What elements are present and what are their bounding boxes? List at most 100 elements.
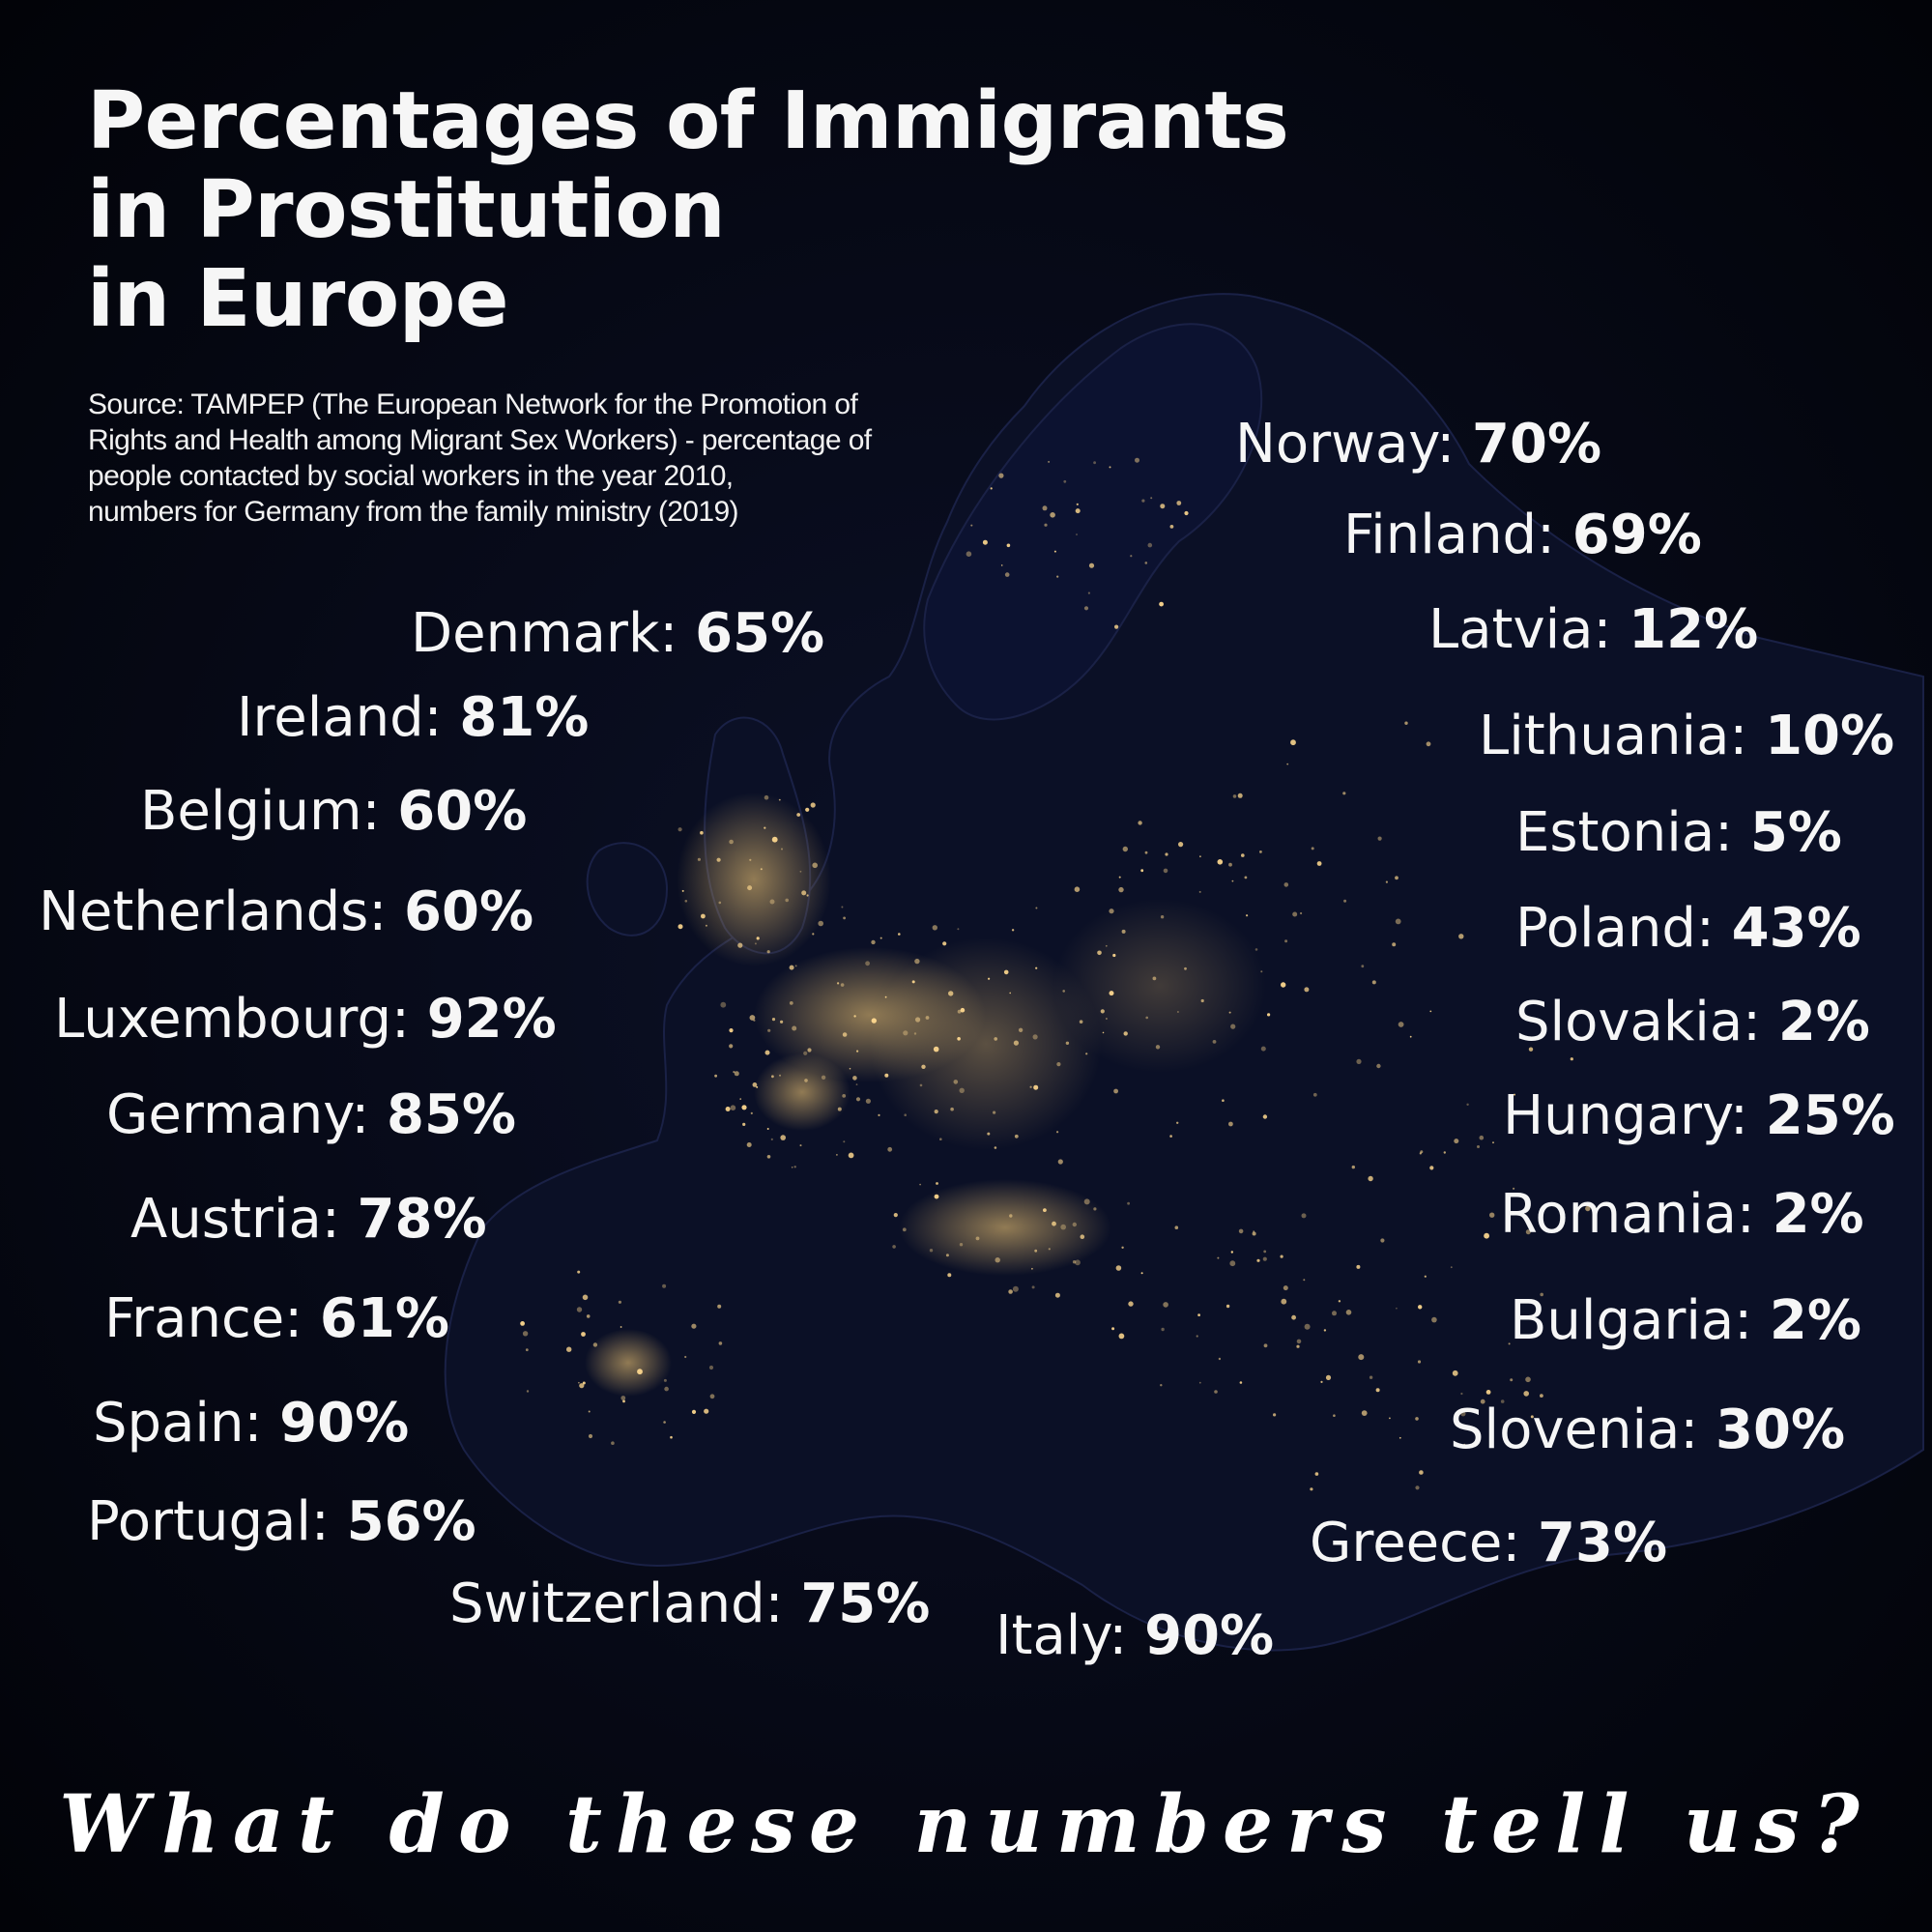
city-light-dot bbox=[1479, 1135, 1485, 1140]
city-light-dot bbox=[1198, 890, 1201, 893]
city-light-dot bbox=[1540, 1292, 1543, 1297]
city-light-dot bbox=[1385, 880, 1388, 883]
country-name: Belgium: bbox=[140, 780, 381, 843]
city-light-dot bbox=[1424, 1275, 1427, 1278]
city-light-dot bbox=[620, 1326, 622, 1328]
city-light-dot bbox=[1178, 842, 1184, 848]
city-light-dot bbox=[1160, 1384, 1163, 1387]
city-light-dot bbox=[1371, 980, 1376, 985]
city-light-dot bbox=[853, 1015, 856, 1018]
city-light-dot bbox=[849, 1067, 851, 1070]
country-name: Finland: bbox=[1343, 504, 1555, 566]
city-light-dot bbox=[1351, 1165, 1356, 1169]
city-light-dot bbox=[1232, 794, 1237, 798]
city-light-dot bbox=[1052, 1221, 1056, 1226]
city-light-dot bbox=[717, 1304, 722, 1309]
city-light-dot bbox=[1237, 793, 1243, 798]
country-value: 12% bbox=[1629, 598, 1759, 661]
city-light-dot bbox=[953, 1080, 959, 1084]
country-value: 30% bbox=[1716, 1399, 1846, 1461]
city-light-dot bbox=[837, 1107, 842, 1111]
city-light-dot bbox=[803, 1051, 808, 1055]
city-light-dot bbox=[1200, 998, 1204, 1003]
city-light-dot bbox=[1404, 721, 1408, 725]
city-light-dot bbox=[1109, 466, 1111, 469]
country-value: 70% bbox=[1472, 413, 1602, 476]
city-light-dot bbox=[691, 1409, 697, 1414]
city-light-dot bbox=[1292, 911, 1298, 917]
city-light-dot bbox=[1217, 859, 1224, 865]
label-norway: Norway: 70% bbox=[1235, 416, 1601, 474]
city-light-dot bbox=[1197, 1313, 1200, 1316]
country-name: Hungary: bbox=[1503, 1084, 1748, 1147]
city-light-dot bbox=[678, 827, 682, 832]
city-light-dot bbox=[620, 1396, 626, 1400]
source-line: Source: TAMPEP (The European Network for… bbox=[88, 389, 858, 420]
title-line: in Europe bbox=[87, 253, 509, 345]
title-line: Percentages of Immigrants bbox=[87, 75, 1289, 167]
city-light-dot bbox=[848, 1152, 854, 1159]
city-light-dot bbox=[1466, 1103, 1469, 1107]
city-light-dot bbox=[1198, 1381, 1201, 1384]
city-light-dot bbox=[1262, 1114, 1268, 1119]
city-light-dot bbox=[1029, 1085, 1032, 1088]
country-name: Norway: bbox=[1235, 413, 1456, 476]
country-value: 60% bbox=[397, 780, 528, 843]
city-light-dot bbox=[729, 1028, 734, 1033]
city-light-dot bbox=[1083, 606, 1089, 611]
city-light-dot bbox=[1256, 1258, 1260, 1262]
city-light-dot bbox=[781, 848, 783, 851]
city-light-dot bbox=[1523, 1391, 1529, 1397]
city-light-dot bbox=[1076, 503, 1079, 505]
city-light-dot bbox=[714, 1074, 717, 1078]
city-light-dot bbox=[1013, 1040, 1019, 1046]
city-light-dot bbox=[525, 1348, 529, 1352]
city-light-dot bbox=[842, 1094, 847, 1098]
city-light-dot bbox=[749, 1015, 756, 1021]
city-light-dot bbox=[1048, 460, 1051, 463]
city-light-dot bbox=[789, 965, 794, 970]
city-light-dot bbox=[1147, 542, 1153, 548]
city-light-dot bbox=[1222, 1099, 1225, 1102]
city-light-dot bbox=[1062, 990, 1065, 993]
city-light-dot bbox=[1145, 1016, 1148, 1020]
city-light-dot bbox=[1109, 908, 1114, 914]
city-light-dot bbox=[942, 941, 947, 946]
label-netherlands: Netherlands: 60% bbox=[39, 883, 533, 941]
city-light-dot bbox=[810, 802, 816, 808]
city-light-dot bbox=[1212, 1040, 1217, 1044]
city-light-dot bbox=[1105, 944, 1108, 947]
city-light-dot bbox=[1280, 1254, 1283, 1258]
city-light-dot bbox=[1003, 969, 1009, 975]
city-light-dot bbox=[1395, 918, 1401, 925]
page-title: Percentages of Immigrants in Prostitutio… bbox=[87, 75, 1289, 345]
city-light-dot bbox=[1063, 479, 1067, 483]
city-light-dot bbox=[1380, 1238, 1385, 1243]
city-light-dot bbox=[1065, 1041, 1070, 1046]
city-light-dot bbox=[769, 899, 775, 905]
city-light-dot bbox=[960, 1007, 966, 1013]
city-light-dot bbox=[884, 995, 887, 998]
city-light-dot bbox=[1056, 575, 1059, 578]
city-light-dot bbox=[1375, 1388, 1380, 1393]
city-light-dot bbox=[957, 1009, 962, 1014]
city-light-dot bbox=[764, 826, 766, 829]
city-light-dot bbox=[1218, 1357, 1222, 1361]
city-light-dot bbox=[1262, 1256, 1267, 1261]
city-light-dot bbox=[1144, 562, 1148, 564]
city-light-dot bbox=[1060, 1224, 1066, 1230]
label-italy: Italy: 90% bbox=[995, 1607, 1274, 1665]
city-light-dot bbox=[1150, 497, 1153, 500]
city-light-dot bbox=[520, 1321, 525, 1326]
city-light-dot bbox=[752, 1082, 758, 1087]
country-name: Slovakia: bbox=[1515, 991, 1761, 1053]
city-light-dot bbox=[756, 1085, 759, 1088]
label-estonia: Estonia: 5% bbox=[1515, 804, 1842, 862]
city-light-dot bbox=[1323, 1329, 1327, 1332]
city-light-dot bbox=[611, 1441, 615, 1445]
city-light-dot bbox=[1106, 1018, 1108, 1020]
city-light-dot bbox=[957, 1037, 961, 1041]
city-light-dot bbox=[579, 1383, 585, 1389]
country-value: 73% bbox=[1538, 1512, 1668, 1574]
city-light-dot bbox=[936, 1182, 938, 1185]
